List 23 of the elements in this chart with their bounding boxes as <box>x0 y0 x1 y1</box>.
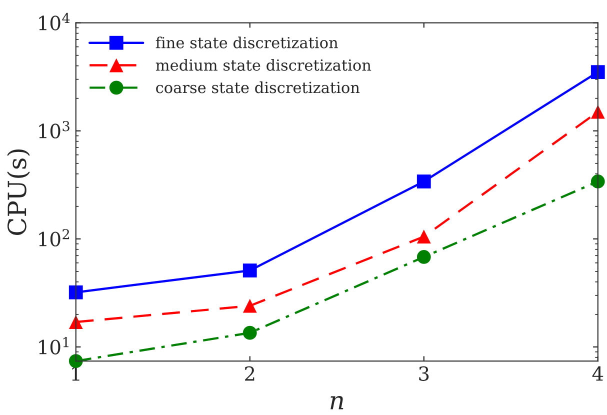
point <box>242 264 257 278</box>
x-tick-label: 4 <box>592 366 604 381</box>
point <box>242 298 257 313</box>
point <box>590 104 605 119</box>
legend-label: medium state discretization <box>156 59 372 71</box>
x-tick-label: 2 <box>245 366 254 381</box>
legend-label: coarse state discretization <box>156 81 360 94</box>
y-tick-label: 10$^{4}$ <box>39 12 70 30</box>
point <box>416 174 431 188</box>
point <box>242 326 257 340</box>
point <box>68 285 83 300</box>
point <box>416 230 431 244</box>
y-tick-label: 10$^{3}$ <box>39 120 70 138</box>
x-tick-label: 3 <box>419 366 429 381</box>
point <box>416 250 431 264</box>
x-axis-title: n <box>330 396 344 410</box>
legend-label: fine state discretization <box>156 36 338 48</box>
y-tick-label: 10$^{1}$ <box>39 337 68 354</box>
point <box>590 65 605 80</box>
point <box>68 354 83 368</box>
y-axis-title: CPU(s) <box>7 149 30 235</box>
point <box>590 174 605 188</box>
y-tick-label: 10$^{2}$ <box>39 228 70 246</box>
